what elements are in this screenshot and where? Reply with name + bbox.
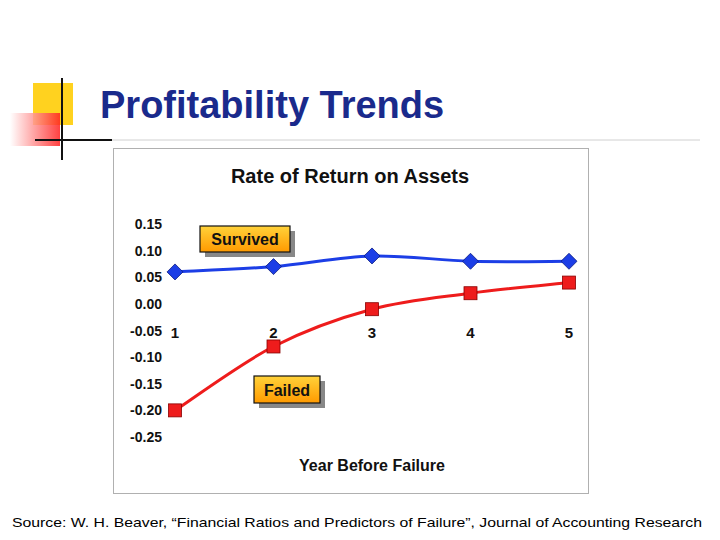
y-tick <box>163 330 166 331</box>
x-tick-label: 1 <box>171 324 179 341</box>
y-tick-label: -0.25 <box>130 429 162 445</box>
point <box>267 340 280 353</box>
y-tick <box>163 303 166 304</box>
y-tick-label: 0.00 <box>135 296 162 312</box>
y-tick <box>163 277 166 278</box>
x-tick-label: 4 <box>466 324 475 341</box>
slide-title: Profitability Trends <box>100 84 444 126</box>
series-line <box>175 283 569 411</box>
y-tick-label: -0.20 <box>130 402 162 418</box>
point <box>561 253 577 269</box>
point <box>366 303 379 316</box>
point <box>364 248 380 264</box>
y-tick-label: 0.05 <box>135 269 162 285</box>
y-tick-label: -0.05 <box>130 323 162 339</box>
series-label-box <box>200 226 290 252</box>
chart-frame <box>114 149 589 494</box>
slide: Profitability Trends Rate of Return on As… <box>0 0 720 540</box>
y-tick-label: 0.10 <box>135 243 162 259</box>
x-tick-label: 5 <box>565 324 573 341</box>
point <box>167 264 183 280</box>
point <box>169 404 182 417</box>
series-label: Survived <box>211 231 279 248</box>
series-label: Failed <box>264 382 310 399</box>
point <box>266 259 282 275</box>
plot-area <box>167 248 577 417</box>
y-tick <box>163 224 166 225</box>
decor-line <box>35 139 112 141</box>
y-tick <box>163 410 166 411</box>
y-tick-label: 0.15 <box>135 216 162 232</box>
decor-line <box>61 78 63 160</box>
y-tick <box>163 357 166 358</box>
point <box>464 287 477 300</box>
y-tick <box>163 250 166 251</box>
point <box>463 253 479 269</box>
y-tick-label: -0.10 <box>130 349 162 365</box>
x-tick-label: 3 <box>368 324 376 341</box>
decor-square <box>10 113 60 146</box>
x-tick-label: 2 <box>269 324 277 341</box>
y-tick <box>163 383 166 384</box>
source-note: Source: W. H. Beaver, “Financial Ratios … <box>12 515 702 530</box>
y-tick <box>163 437 166 438</box>
x-axis-title: Year Before Failure <box>299 457 445 474</box>
chart-title: Rate of Return on Assets <box>231 165 469 187</box>
decor-line <box>112 140 700 141</box>
series-label-box <box>254 376 320 403</box>
point <box>563 276 576 289</box>
y-tick-label: -0.15 <box>130 376 162 392</box>
